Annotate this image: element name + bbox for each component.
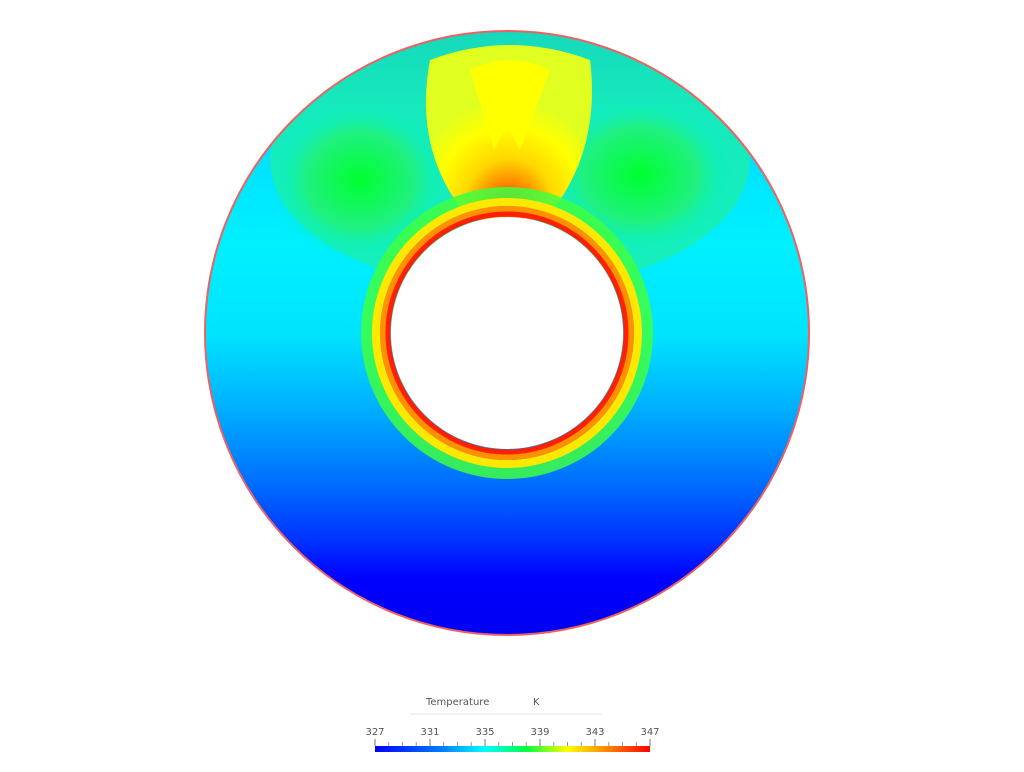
- color-bar: [375, 746, 650, 752]
- legend-title: Temperature: [425, 697, 489, 708]
- hot-layer: [385, 211, 629, 455]
- tick-label: 327: [365, 727, 384, 738]
- outer-wall: [204, 30, 810, 636]
- tick-label: 347: [640, 727, 659, 738]
- tick-label: 339: [530, 727, 549, 738]
- inner-cylinder: [391, 217, 623, 449]
- temperature-field: [205, 31, 809, 635]
- hot-layer: [361, 187, 653, 479]
- tick-label: 335: [475, 727, 494, 738]
- tick-label: 343: [585, 727, 604, 738]
- hot-layer: [380, 206, 634, 460]
- legend-unit: K: [533, 697, 540, 708]
- tick-label: 331: [420, 727, 439, 738]
- hot-layer: [372, 198, 642, 468]
